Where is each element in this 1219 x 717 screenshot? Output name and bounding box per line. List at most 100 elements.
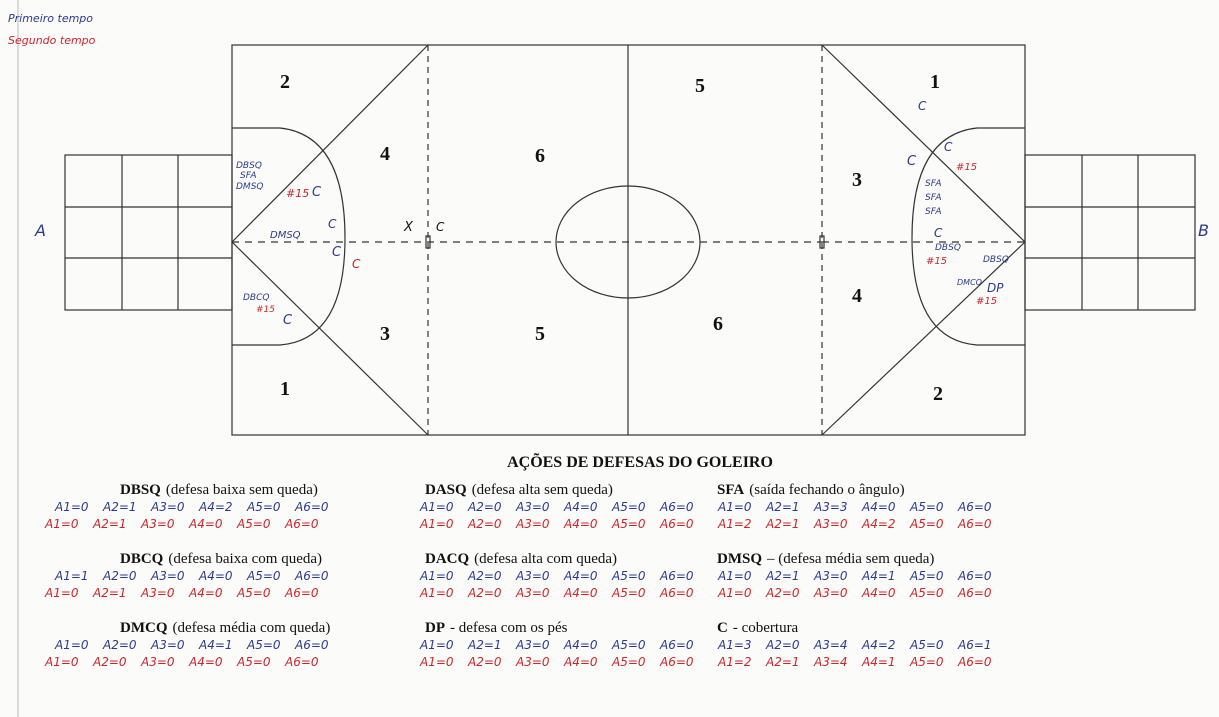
action-heading: DBSQ(defesa baixa sem queda)	[120, 482, 318, 498]
action-description: (defesa baixa sem queda)	[166, 482, 318, 498]
zone-label: 1	[930, 71, 940, 93]
action-count: A5=0	[611, 500, 646, 514]
action-count: A4=1	[861, 655, 896, 669]
paper	[0, 0, 1219, 717]
action-count: A6=0	[659, 638, 694, 652]
action-heading: DASQ (defesa alta sem queda)	[425, 482, 613, 498]
action-count: A1=0	[717, 500, 752, 514]
action-count: A5=0	[611, 569, 646, 583]
action-count: A1=0	[419, 638, 454, 652]
action-code: C	[717, 620, 728, 636]
page: A B Primeiro tempo Segundo tempo AÇÕES D…	[0, 0, 1219, 717]
action-count: A1=0	[419, 517, 454, 531]
action-count: A5=0	[246, 569, 281, 583]
court-annotation: #15	[956, 162, 977, 173]
action-count: A2=1	[765, 655, 800, 669]
action-count: A5=0	[909, 517, 944, 531]
side-label: B	[1198, 221, 1209, 240]
court-annotation: DBSQ	[236, 161, 262, 171]
court-annotation: DBSQ	[983, 255, 1009, 265]
action-description: - cobertura	[733, 620, 799, 636]
action-count: A1=0	[44, 586, 79, 600]
action-count: A1=0	[54, 638, 89, 652]
action-count: A2=1	[92, 517, 127, 531]
action-description: – (defesa média sem queda)	[766, 551, 934, 567]
action-count: A4=0	[861, 586, 896, 600]
action-count: A5=0	[611, 655, 646, 669]
action-count: A3=0	[150, 638, 185, 652]
action-count: A6=0	[294, 569, 329, 583]
action-count: A3=4	[813, 655, 848, 669]
court-annotation: SFA	[925, 179, 942, 189]
action-count: A5=0	[246, 500, 281, 514]
side-label: A	[34, 221, 46, 240]
zone-label: 1	[280, 378, 290, 400]
action-count: A5=0	[611, 586, 646, 600]
action-code: SFA	[717, 482, 744, 498]
court-annotation: SFA	[925, 207, 942, 217]
action-description: (defesa baixa com queda)	[168, 551, 322, 567]
action-count: A6=0	[659, 500, 694, 514]
court-annotation: DBCQ	[243, 293, 269, 303]
action-count: A6=0	[659, 569, 694, 583]
section-title: AÇÕES DE DEFESAS DO GOLEIRO	[507, 451, 773, 471]
court-annotation: #15	[976, 296, 997, 307]
action-code: DASQ	[425, 482, 467, 498]
action-count: A3=3	[813, 500, 848, 514]
action-count: A6=0	[284, 517, 319, 531]
action-count: A1=0	[419, 586, 454, 600]
action-count: A6=0	[957, 569, 992, 583]
action-count: A2=0	[765, 586, 800, 600]
action-description: (defesa alta com queda)	[474, 551, 617, 567]
action-count: A2=0	[467, 517, 502, 531]
action-count: A1=0	[44, 517, 79, 531]
court-annotation: C	[352, 257, 361, 271]
zone-label: 6	[713, 313, 723, 335]
action-count: A3=0	[813, 586, 848, 600]
zone-label: 5	[535, 323, 545, 345]
court-annotation: DMSQ	[270, 230, 301, 241]
zone-label: 5	[695, 75, 705, 97]
action-count: A5=0	[909, 569, 944, 583]
action-count: A3=0	[515, 586, 550, 600]
action-count: A3=0	[515, 569, 550, 583]
court-annotation: C	[283, 313, 293, 328]
action-count: A4=2	[861, 638, 896, 652]
court-annotation: C	[312, 185, 322, 200]
action-description: (defesa alta sem queda)	[472, 482, 613, 498]
action-count: A1=0	[54, 500, 89, 514]
court-annotation: #15	[926, 256, 947, 267]
action-count: A2=0	[92, 655, 127, 669]
action-count: A2=1	[102, 500, 137, 514]
court-annotation: #15	[256, 305, 275, 315]
court-annotation: C	[328, 217, 337, 231]
action-count: A2=1	[467, 638, 502, 652]
action-count: A5=0	[909, 500, 944, 514]
action-count: A3=0	[515, 517, 550, 531]
action-count: A3=0	[140, 586, 175, 600]
court-annotation: DMCQ	[957, 278, 982, 287]
zone-label: 6	[535, 145, 545, 167]
action-count: A3=0	[515, 638, 550, 652]
court-annotation: C	[918, 99, 927, 113]
court-annotation: X	[403, 220, 414, 235]
action-count: A6=0	[659, 655, 694, 669]
action-heading: DBCQ(defesa baixa com queda)	[120, 551, 322, 567]
action-code: DMCQ	[120, 620, 168, 636]
action-count: A6=0	[659, 517, 694, 531]
action-description: (defesa média com queda)	[173, 620, 331, 636]
action-count: A3=0	[150, 569, 185, 583]
action-count: A2=0	[467, 500, 502, 514]
action-count: A3=0	[515, 655, 550, 669]
court-annotation: DBSQ	[935, 243, 961, 253]
court-annotation: C	[907, 154, 917, 169]
legend-first-half: Primeiro tempo	[8, 12, 93, 25]
action-code: DP	[425, 620, 445, 636]
action-heading: DACQ(defesa alta com queda)	[425, 551, 617, 567]
action-count: A4=0	[198, 569, 233, 583]
action-count: A4=0	[563, 655, 598, 669]
action-count: A1=1	[54, 569, 89, 583]
court-annotation: DMSQ	[236, 182, 264, 192]
action-count: A2=1	[765, 569, 800, 583]
action-count: A5=0	[909, 638, 944, 652]
